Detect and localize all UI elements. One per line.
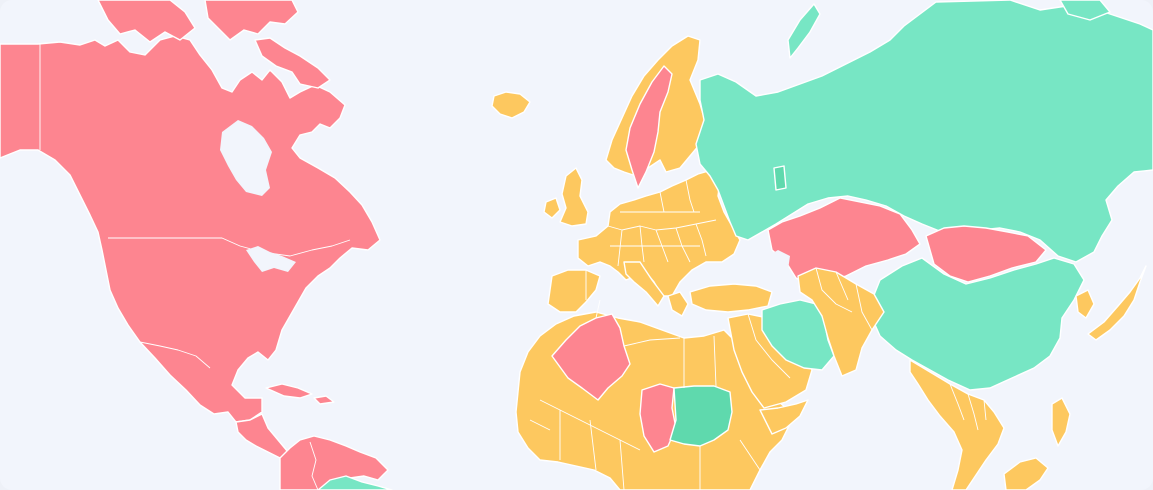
novaya-zemlya[interactable] [787, 3, 821, 59]
region-europe [543, 35, 773, 317]
greece[interactable] [667, 291, 689, 317]
italy[interactable] [623, 261, 665, 307]
hudson-bay [220, 120, 272, 196]
hispaniola[interactable] [313, 395, 335, 405]
guyana-suriname[interactable] [317, 475, 393, 490]
central-america[interactable] [235, 413, 289, 459]
arctic-island-east[interactable] [204, 0, 299, 41]
turkey[interactable] [689, 283, 773, 313]
great-lakes [246, 246, 296, 272]
russia[interactable] [695, 0, 1153, 263]
region-south-america [279, 435, 393, 490]
russia-enclave[interactable] [773, 165, 787, 191]
baffin-island[interactable] [254, 37, 331, 89]
iceland[interactable] [491, 91, 531, 119]
region-africa [515, 299, 813, 490]
philippines[interactable] [1051, 397, 1071, 447]
iberia[interactable] [547, 269, 601, 313]
sea-borders [949, 383, 987, 431]
arctic-russia-island[interactable] [1059, 0, 1111, 21]
arabia-borders [747, 313, 791, 379]
central-asia-borders [815, 267, 873, 331]
indonesia[interactable] [1003, 457, 1049, 490]
algeria[interactable] [551, 313, 631, 401]
sweden[interactable] [625, 65, 673, 189]
japan[interactable] [1087, 265, 1147, 341]
ireland[interactable] [543, 197, 561, 219]
caspian-sea [768, 250, 790, 284]
mongolia[interactable] [925, 225, 1047, 283]
china[interactable] [871, 257, 1085, 391]
region-asia [695, 0, 1153, 490]
southeast-asia[interactable] [909, 359, 1005, 490]
border-usa-mexico [139, 341, 211, 369]
continental-europe[interactable] [577, 169, 741, 297]
europe-internal-borders [585, 179, 717, 300]
central-asia[interactable] [797, 267, 885, 377]
arctic-islands[interactable] [97, 0, 196, 43]
uk[interactable] [559, 167, 589, 227]
region-north-america-red[interactable] [0, 35, 381, 423]
cuba[interactable] [265, 383, 313, 399]
region-north-america [0, 0, 381, 459]
africa-internal-borders [529, 299, 761, 490]
korea[interactable] [1075, 289, 1095, 319]
border-colombia-venezuela [309, 441, 319, 490]
sudan[interactable] [669, 385, 733, 447]
horn-of-africa[interactable] [759, 399, 809, 435]
